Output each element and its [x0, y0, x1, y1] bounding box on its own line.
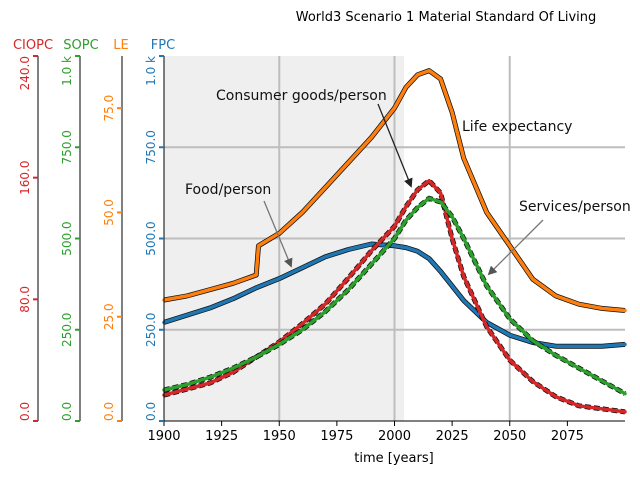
y-tick-label-le: 25.0: [102, 303, 116, 330]
x-tick-label: 2050: [493, 429, 526, 444]
y-tick-label-le: 50.0: [102, 199, 116, 226]
x-tick-label: 2000: [378, 429, 411, 444]
x-tick-label: 1950: [263, 429, 296, 444]
x-tick-label: 1925: [205, 429, 238, 444]
y-tick-label-ciopc: 160.0: [18, 160, 32, 194]
y-tick-label-ciopc: 240.0: [18, 56, 32, 90]
y-tick-label-sopc: 750.0: [60, 130, 74, 164]
y-tick-label-sopc: 1.0 k: [60, 56, 74, 86]
y-axis-label-le: LE: [113, 38, 128, 53]
x-tick-label: 1900: [147, 429, 180, 444]
y-axis-label-ciopc: CIOPC: [13, 38, 53, 53]
y-axis-label-fpc: FPC: [151, 38, 175, 53]
series-line-le: [162, 68, 627, 313]
annotation-life-expectancy: Life expectancy: [462, 119, 572, 135]
y-tick-label-le: 75.0: [102, 95, 116, 122]
x-tick-label: 2075: [551, 429, 584, 444]
y-tick-label-ciopc: 80.0: [18, 286, 32, 313]
services-arrow: [487, 219, 544, 276]
consumer-goods-arrow: [377, 103, 413, 188]
x-axis: 1900 1925 1950 1975 2000 2025 2050 2075: [147, 421, 584, 444]
y-tick-label-sopc: 0.0: [60, 402, 74, 421]
annotation-services: Services/person: [519, 199, 631, 215]
y-tick-label-fpc: 250.0: [144, 313, 158, 347]
annotations: Consumer goods/person Life expectancy Fo…: [185, 88, 631, 215]
y-tick-label-ciopc: 0.0: [18, 402, 32, 421]
y-axes: 0.0 80.0 160.0 240.0 CIOPC 0.0 250.0 500.0 750.0…: [13, 38, 175, 422]
x-tick-label: 1975: [320, 429, 353, 444]
x-tick-label: 2025: [436, 429, 469, 444]
y-tick-label-le: 0.0: [102, 402, 116, 421]
y-tick-label-sopc: 500.0: [60, 221, 74, 255]
x-axis-label: time [years]: [354, 451, 433, 466]
annotation-food: Food/person: [185, 182, 271, 198]
y-tick-label-fpc: 500.0: [144, 221, 158, 255]
annotation-consumer-goods: Consumer goods/person: [216, 88, 387, 104]
y-tick-label-fpc: 750.0: [144, 130, 158, 164]
food-arrow: [263, 200, 293, 268]
y-tick-label-fpc: 1.0 k: [144, 56, 158, 86]
series-layer: [162, 68, 627, 415]
series-line-sopc: [162, 196, 627, 396]
y-axis-label-sopc: SOPC: [63, 38, 98, 53]
chart-title: World3 Scenario 1 Material Standard Of L…: [296, 10, 597, 25]
annotation-arrows: [263, 103, 544, 276]
y-tick-label-sopc: 250.0: [60, 313, 74, 347]
y-tick-label-fpc: 0.0: [144, 402, 158, 421]
